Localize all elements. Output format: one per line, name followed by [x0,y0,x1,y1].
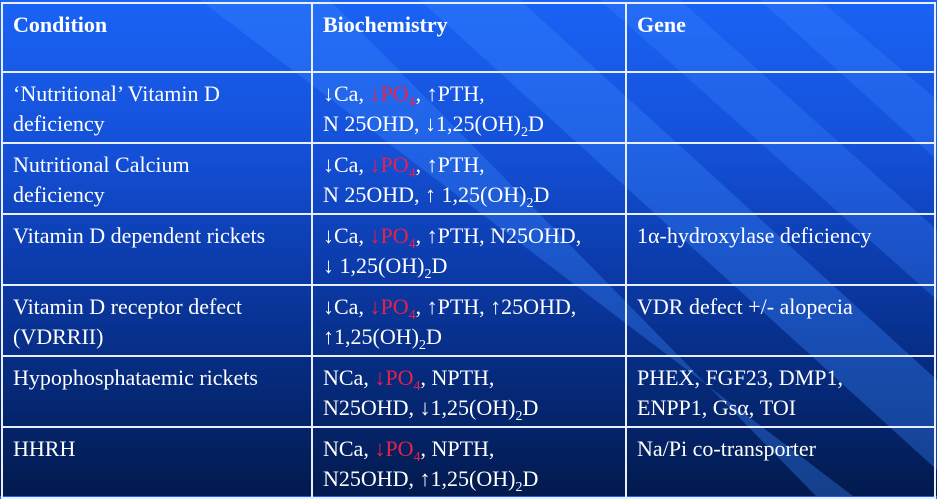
phosphate-value: ↓PO [374,436,414,461]
cell-line: Nutritional Calcium [13,152,190,177]
biochem-text: ↓Ca, [323,223,370,248]
table-row: Vitamin D receptor defect (VDRRII) ↓Ca, ↓P… [1,284,936,357]
gene-cell: VDR defect +/- alopecia [625,284,936,357]
table-row: ‘Nutritional’ Vitamin D deficiency ↓Ca, ↓P… [1,71,936,144]
cell-line: ↓Ca, ↓PO4, ↑PTH, ↑25OHD, [323,292,615,323]
cell-line: ENPP1, Gsα, TOI [637,395,797,420]
cell-line: N25OHD, ↑1,25(OH)2D [323,464,615,495]
gene-cell: PHEX, FGF23, DMP1, ENPP1, Gsα, TOI [625,355,936,428]
biochemistry-cell: ↓Ca, ↓PO4, ↑PTH, N25OHD, ↓ 1,25(OH)2D [311,213,627,286]
phosphate-value: 4 [413,379,421,394]
table-header-row: Condition Biochemistry Gene [1,2,936,73]
header-gene: Gene [625,2,936,73]
biochem-text: D [522,395,539,420]
cell-line: ↓Ca, ↓PO4, ↑PTH, [323,150,615,181]
biochem-text: ↓Ca, [323,81,370,106]
cell-line: N 25OHD, ↓1,25(OH)2D [323,109,615,140]
phosphate-value: ↓PO [374,365,414,390]
biochem-text: N 25OHD, ↑ 1,25(OH) [323,182,527,207]
biochem-text: , ↑PTH, N25OHD, [415,223,582,248]
biochemistry-cell: ↓Ca, ↓PO4, ↑PTH, ↑25OHD, ↑1,25(OH)2D [311,284,627,357]
biochem-text: 2 [526,196,534,211]
phosphate-value: 4 [413,450,421,465]
cell-line: (VDRRII) [13,324,104,349]
biochem-text: , NPTH, [420,436,495,461]
phosphate-value: 4 [408,308,416,323]
table-row: HHRH NCa, ↓PO4, NPTH, N25OHD, ↑1,25(OH)2D N… [1,426,936,499]
biochem-text: 2 [424,267,432,282]
cell-line: NCa, ↓PO4, NPTH, [323,434,615,465]
cell-line: N25OHD, ↓1,25(OH)2D [323,393,615,424]
condition-cell: Vitamin D receptor defect (VDRRII) [1,284,313,357]
biochem-text: , ↑PTH, [415,152,485,177]
phosphate-value: 4 [408,166,416,181]
header-condition: Condition [1,2,313,73]
biochem-text: N25OHD, ↓1,25(OH) [323,395,516,420]
table-row: Hypophosphataemic rickets NCa, ↓PO4, NPTH… [1,355,936,428]
phosphate-value: ↓PO [369,81,409,106]
cell-line: ↓Ca, ↓PO4, ↑PTH, [323,79,615,110]
biochem-text: ↓Ca, [323,152,370,177]
biochemistry-cell: NCa, ↓PO4, NPTH, N25OHD, ↑1,25(OH)2D [311,426,627,499]
condition-cell: Vitamin D dependent rickets [1,213,313,286]
gene-cell [625,71,936,144]
biochem-text: 2 [515,480,523,495]
biochem-text: D [527,111,544,136]
table-row: Nutritional Calcium deficiency ↓Ca, ↓PO4, … [1,142,936,215]
biochem-text: , ↑PTH, ↑25OHD, [415,294,577,319]
condition-cell: Nutritional Calcium deficiency [1,142,313,215]
biochem-text: 2 [520,125,528,140]
table-row: Vitamin D dependent rickets ↓Ca, ↓PO4, ↑P… [1,213,936,286]
gene-cell [625,142,936,215]
biochemistry-cell: ↓Ca, ↓PO4, ↑PTH, N 25OHD, ↑ 1,25(OH)2D [311,142,627,215]
biochem-text: 2 [515,409,523,424]
biochem-text: ↓Ca, [323,294,370,319]
phosphate-value: ↓PO [369,152,409,177]
cell-line: VDR defect +/- alopecia [637,294,853,319]
header-biochemistry: Biochemistry [311,2,627,73]
cell-line: Vitamin D dependent rickets [13,223,266,248]
cell-line: ‘Nutritional’ Vitamin D [13,81,220,106]
biochem-text: NCa, [323,365,375,390]
cell-line: PHEX, FGF23, DMP1, [637,365,843,390]
cell-line: HHRH [13,436,76,461]
cell-line: ↑1,25(OH)2D [323,322,615,353]
condition-cell: ‘Nutritional’ Vitamin D deficiency [1,71,313,144]
gene-cell: Na/Pi co-transporter [625,426,936,499]
biochem-text: ↑1,25(OH) [323,324,419,349]
phosphate-value: 4 [408,237,416,252]
biochem-text: D [522,466,539,491]
cell-line: deficiency [13,182,105,207]
biochem-text: NCa, [323,436,375,461]
biochem-text: N 25OHD, ↓1,25(OH) [323,111,521,136]
cell-line: ↓ 1,25(OH)2D [323,251,615,282]
biochem-text: ↓ 1,25(OH) [323,253,425,278]
condition-cell: HHRH [1,426,313,499]
cell-line: NCa, ↓PO4, NPTH, [323,363,615,394]
biochemistry-cell: ↓Ca, ↓PO4, ↑PTH, N 25OHD, ↓1,25(OH)2D [311,71,627,144]
gene-cell: 1α-hydroxylase deficiency [625,213,936,286]
biochem-text: 2 [418,338,426,353]
cell-line: deficiency [13,111,105,136]
biochem-text: , ↑PTH, [415,81,485,106]
biochem-text: D [425,324,442,349]
biochem-text: N25OHD, ↑1,25(OH) [323,466,516,491]
phosphate-value: 4 [408,95,416,110]
phosphate-value: ↓PO [369,223,409,248]
phosphate-value: ↓PO [369,294,409,319]
cell-line: ↓Ca, ↓PO4, ↑PTH, N25OHD, [323,221,615,252]
cell-line: N 25OHD, ↑ 1,25(OH)2D [323,180,615,211]
biochem-text: D [533,182,550,207]
cell-line: Vitamin D receptor defect [13,294,242,319]
cell-line: Na/Pi co-transporter [637,436,816,461]
biochem-text: D [431,253,448,278]
biochemistry-cell: NCa, ↓PO4, NPTH, N25OHD, ↓1,25(OH)2D [311,355,627,428]
cell-line: 1α-hydroxylase deficiency [637,223,872,248]
condition-cell: Hypophosphataemic rickets [1,355,313,428]
cell-line: Hypophosphataemic rickets [13,365,258,390]
biochem-text: , NPTH, [420,365,495,390]
